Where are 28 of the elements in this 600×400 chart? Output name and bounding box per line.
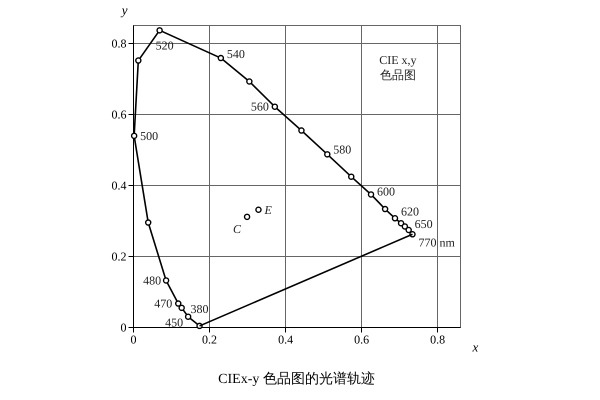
x-tick-label: 0.6: [354, 332, 370, 346]
annotation: 580: [333, 142, 352, 156]
x-tick-label: 0.8: [430, 332, 446, 346]
annotation: 450: [165, 316, 184, 330]
annotation: 480: [143, 273, 162, 288]
y-tick-label: 0.4: [112, 178, 126, 192]
annotation: 500: [140, 128, 158, 143]
annotation: 650: [414, 217, 433, 232]
annotation: CIE x,y 色品图: [379, 53, 417, 82]
text: CIEx-y 色品图的光谱轨迹: [218, 371, 375, 387]
annotation: 560: [250, 100, 269, 114]
annotation: 380: [190, 302, 209, 316]
annotation: E: [263, 202, 272, 217]
annotation: 470: [154, 296, 172, 311]
y-tick-label: 0: [120, 320, 126, 334]
x-tick-label: 0.2: [202, 332, 218, 346]
y-tick-label: 0.8: [112, 36, 126, 50]
y-tick-label: 0.6: [112, 107, 126, 122]
x-axis-title: x: [472, 340, 478, 354]
annotation: C: [233, 222, 242, 236]
annotation: 600: [377, 184, 396, 198]
x-tick-label: 0: [130, 332, 136, 346]
x-tick-label: 0.4: [278, 332, 294, 346]
annotation: 620: [400, 204, 419, 218]
annotation: 770 nm: [418, 235, 456, 250]
y-tick-label: 0.2: [112, 249, 126, 264]
annotation: 540: [226, 47, 245, 62]
y-axis-title: y: [120, 2, 128, 18]
